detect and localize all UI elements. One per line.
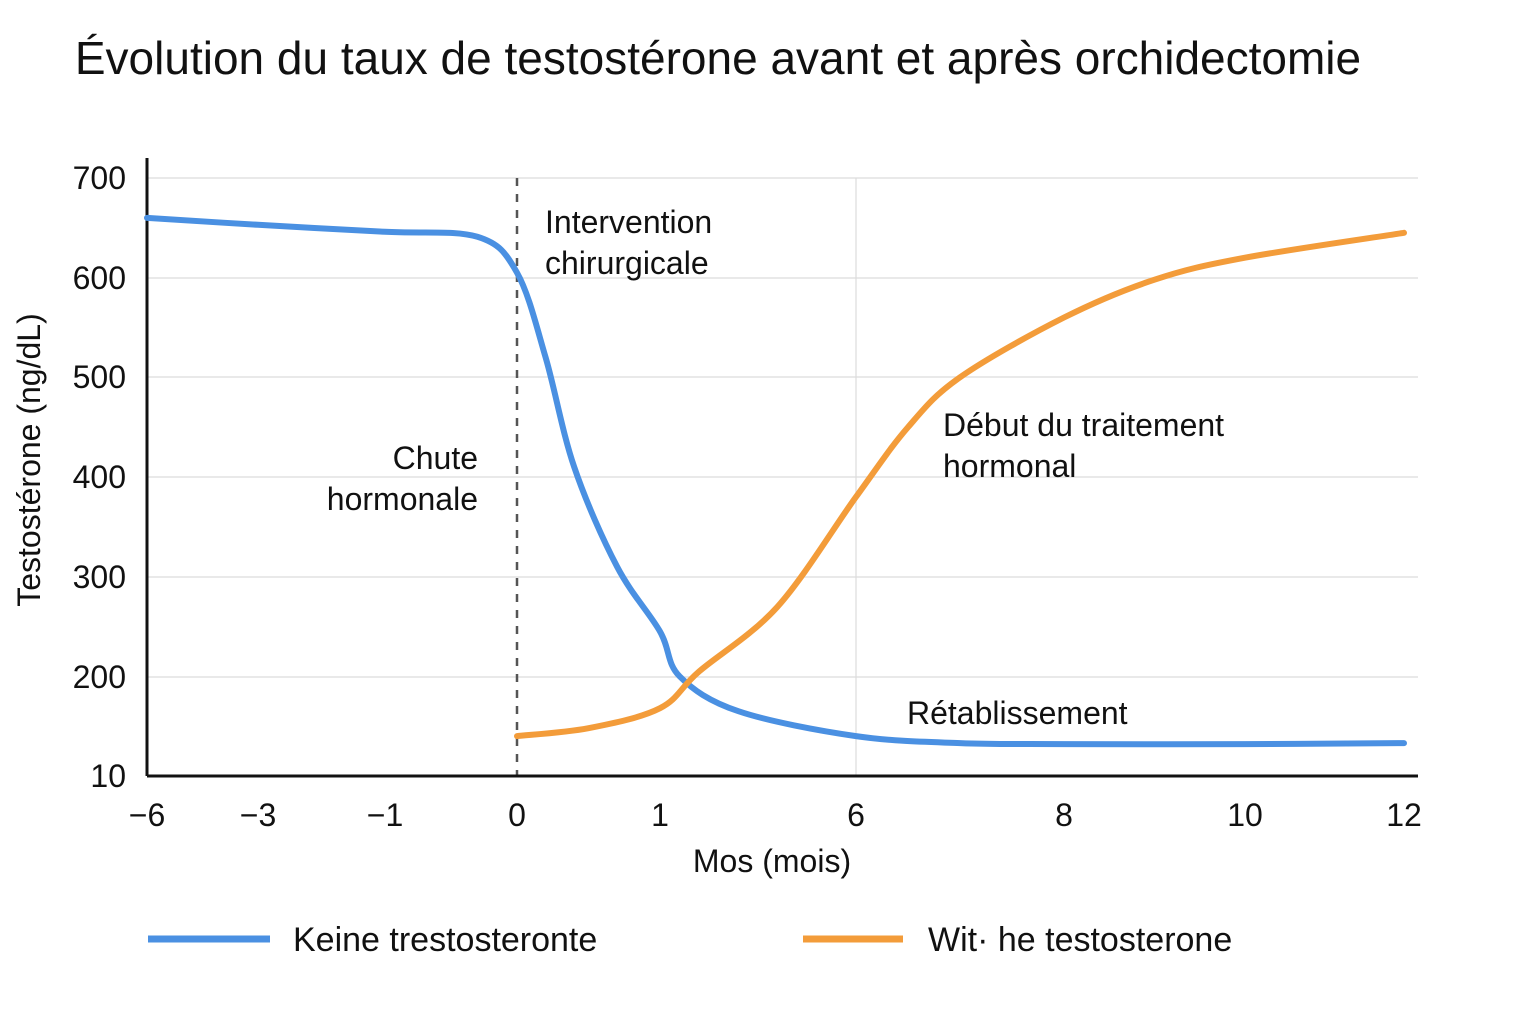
annotation-intervention: Intervention chirurgicale: [545, 204, 712, 281]
x-tick-label: 0: [508, 797, 526, 833]
legend: Keine trestosteronte Wit· he testosteron…: [148, 921, 1232, 959]
x-tick-label: 10: [1227, 797, 1263, 833]
series-line-keine-testosterone: [144, 214, 1407, 748]
chart-title: Évolution du taux de testostérone avant …: [74, 32, 1362, 84]
y-tick-label: 700: [73, 160, 126, 196]
series-line-with-testosterone: [514, 229, 1407, 740]
x-tick-label: −3: [240, 797, 276, 833]
x-tick-label: 8: [1055, 797, 1073, 833]
x-tick-label: −6: [129, 797, 165, 833]
y-tick-label: 300: [73, 559, 126, 595]
grid-lines: [147, 177, 1418, 776]
legend-label-blue: Keine trestosteronte: [293, 921, 597, 959]
x-tick-label: 12: [1386, 797, 1422, 833]
x-tick-label: −1: [367, 797, 403, 833]
annotation-chute: Chute hormonale: [327, 440, 478, 517]
x-tick-label: 1: [651, 797, 669, 833]
y-tick-label: 600: [73, 260, 126, 296]
annotation-debut-traitement: Début du traitement hormonal: [943, 407, 1224, 484]
y-tick-label: 500: [73, 359, 126, 395]
y-tick-label: 200: [73, 659, 126, 695]
legend-label-orange: Wit· he testosterone: [928, 921, 1232, 959]
annotations: Intervention chirurgicale Chute hormonale Dé…: [327, 204, 1224, 731]
y-axis-label: Testostérone (ng/dL): [11, 313, 47, 607]
axes: 10 200 300 400 500 600 700 −6 −3 −1 0 1 6 8 10 12: [73, 158, 1422, 833]
y-tick-label: 10: [90, 758, 126, 794]
annotation-retablissement: Rétablissement: [907, 695, 1128, 731]
x-tick-label: 6: [847, 797, 865, 833]
x-axis-label: Mos (mois): [693, 843, 851, 879]
y-tick-label: 400: [73, 459, 126, 495]
series-lines: [144, 214, 1407, 748]
